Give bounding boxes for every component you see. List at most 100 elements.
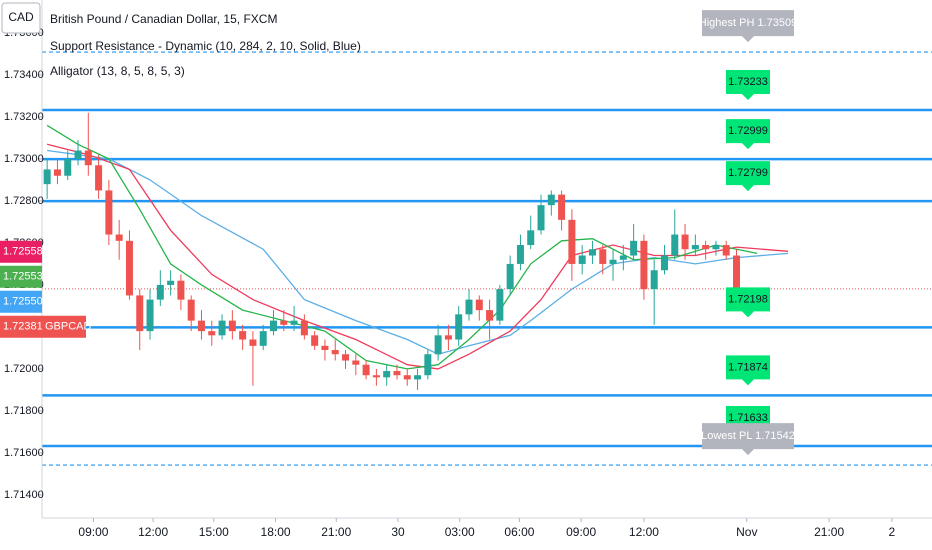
y-tick-label: 1.72000 [4, 363, 44, 375]
y-tick-label: 1.73200 [4, 111, 44, 123]
candle-body [609, 259, 617, 264]
candle-body [197, 320, 205, 332]
candle-body [465, 299, 473, 315]
candle-body [455, 314, 463, 340]
pivot-callout [702, 10, 794, 43]
candle-body [280, 320, 288, 325]
price-marker-label: 1.72550 [3, 296, 43, 308]
pivot-label: Highest PH 1.73509 [699, 17, 797, 29]
candle-body [321, 345, 329, 351]
candle-body [393, 371, 401, 376]
x-tick-label: 09:00 [566, 525, 596, 539]
symbol-tag [42, 315, 86, 338]
y-tick-label: 1.71600 [4, 447, 44, 459]
candle-body [167, 280, 175, 285]
x-tick-label: Nov [736, 525, 757, 539]
candle-body [352, 360, 360, 365]
candle-body [74, 150, 82, 159]
candle-body [722, 245, 730, 256]
x-tick-label: 09:00 [78, 525, 108, 539]
alligator-line [46, 124, 758, 370]
candle-body [331, 350, 339, 355]
candle-body [496, 289, 504, 321]
candle-body [64, 158, 72, 176]
level-callout [726, 119, 770, 150]
price-marker-label: 1.72558 [3, 246, 43, 258]
alligator-line [46, 143, 789, 370]
x-tick-label: 12:00 [138, 525, 168, 539]
x-tick-label: 03:00 [445, 525, 475, 539]
candle-body [558, 194, 566, 220]
candle-body [177, 280, 185, 300]
candle-body [187, 299, 195, 321]
pivot-name: Highest PH [699, 17, 755, 29]
candle-body [259, 331, 267, 346]
candle-body [568, 219, 576, 264]
candle-body [372, 375, 380, 378]
axes: 1.714001.716001.718001.720001.722001.724… [0, 27, 896, 539]
candle-body [486, 310, 494, 321]
y-tick-label: 1.71400 [4, 489, 44, 501]
candle-body [424, 354, 432, 376]
candle-body [218, 320, 226, 336]
candle-body [383, 371, 391, 378]
price-marker-label: 1.72381 [3, 321, 43, 333]
candle-body [630, 240, 638, 256]
candle-body [342, 354, 350, 361]
level-callout [726, 70, 770, 101]
price-marker-label: 1.72553 [3, 271, 43, 283]
level-label: 1.71874 [728, 361, 768, 373]
x-tick-label: 12:00 [629, 525, 659, 539]
level-label: 1.72198 [728, 293, 768, 305]
level-callout [726, 355, 770, 386]
candle-body [650, 270, 658, 290]
y-tick-label: 1.73000 [4, 153, 44, 165]
candle-body [434, 335, 442, 355]
candle-body [53, 169, 61, 176]
symbol-label: GBPCAD [45, 321, 92, 333]
candle-body [681, 234, 689, 250]
price-marker [0, 315, 42, 338]
pivot-callout [702, 423, 794, 456]
y-tick-label: 1.73400 [4, 69, 44, 81]
candle-body [733, 255, 741, 290]
candle-body [516, 245, 524, 264]
candle-body [362, 364, 370, 376]
candle-body [588, 249, 596, 256]
level-label: 1.71633 [728, 412, 768, 424]
candle-body [599, 249, 607, 264]
x-tick-label: 21:00 [814, 525, 844, 539]
x-tick-label: 06:00 [504, 525, 534, 539]
candle-body [537, 205, 545, 231]
candle-body [146, 299, 154, 332]
y-tick-label: 1.71800 [4, 405, 44, 417]
candle-body [270, 320, 278, 332]
candle-body [105, 190, 113, 235]
price-marker [0, 240, 42, 263]
price-marker [0, 265, 42, 288]
candle-body [84, 150, 92, 166]
currency-label[interactable]: CAD [8, 10, 34, 24]
candle-body [640, 240, 648, 290]
candle-body [290, 320, 298, 325]
y-tick-label: 1.72800 [4, 195, 44, 207]
level-callout [726, 287, 770, 318]
candle-body [702, 245, 710, 250]
candle-body [95, 165, 103, 191]
candle-body [228, 320, 236, 332]
candle-body [156, 284, 164, 300]
candle-body [475, 299, 483, 311]
candle-body [403, 375, 411, 380]
currency-box[interactable] [1, 2, 41, 34]
level-callout [726, 161, 770, 192]
candle-body [506, 263, 514, 290]
candle-body [239, 331, 247, 340]
chart-title: British Pound / Canadian Dollar, 15, FXC… [50, 12, 277, 26]
candle-body [619, 255, 627, 260]
candle-body [660, 255, 668, 271]
pivot-label: Lowest PL 1.71542 [701, 430, 795, 442]
x-tick-label: 21:00 [321, 525, 351, 539]
candle-body [208, 331, 216, 336]
